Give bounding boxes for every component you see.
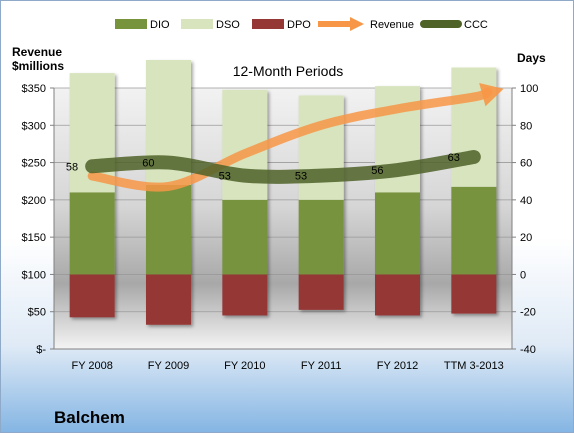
company-name: Balchem [54, 408, 125, 427]
dio-bar [146, 184, 191, 275]
dso-bar [451, 67, 497, 187]
dio-bar [69, 192, 115, 275]
ccc-line [85, 149, 481, 184]
dio-bar [222, 199, 268, 275]
dpo-bar [146, 274, 191, 325]
dio-bar [451, 186, 497, 275]
left-axis-title-line2: $millions [12, 59, 64, 73]
legend-label: DPO [287, 19, 311, 31]
revenue-arrowhead [479, 83, 504, 107]
x-tick-label: FY 2012 [377, 360, 418, 372]
left-tick-label: $50 [28, 307, 46, 319]
ccc-data-label: 53 [295, 171, 307, 183]
dpo-bar [222, 274, 268, 316]
right-tick-label: 80 [520, 120, 532, 132]
right-tick-label: 100 [520, 83, 538, 95]
x-tick-label: FY 2008 [71, 360, 112, 372]
right-tick-label: -20 [520, 307, 536, 319]
legend-label: DIO [150, 19, 170, 31]
legend-swatch-dso [181, 19, 213, 29]
left-tick-label: $350 [22, 83, 46, 95]
revenue-line [87, 87, 493, 192]
legend-swatch-dpo [252, 19, 284, 29]
dio-bar [298, 199, 344, 275]
legend: DIO DSO DPO Revenue CCC [115, 17, 488, 31]
ccc-data-label: 63 [448, 152, 460, 164]
legend-label: DSO [216, 19, 240, 31]
dpo-bar [375, 274, 420, 316]
x-tick-label: TTM 3-2013 [444, 360, 504, 372]
left-tick-label: $250 [22, 158, 46, 170]
dpo-bar [451, 274, 497, 314]
left-tick-label: $300 [22, 120, 46, 132]
right-axis-title: Days [517, 51, 546, 65]
left-tick-label: $- [36, 344, 46, 356]
dso-bar [298, 95, 344, 200]
x-tick-label: FY 2011 [301, 360, 342, 372]
dpo-bar [298, 274, 344, 310]
right-tick-label: 20 [520, 232, 532, 244]
legend-arrowhead [350, 17, 364, 31]
ccc-data-label: 56 [371, 165, 383, 177]
left-axis-title-line1: Revenue [12, 45, 62, 59]
right-tick-label: 0 [520, 269, 526, 281]
left-tick-label: $200 [22, 195, 46, 207]
left-tick-label: $100 [22, 269, 46, 281]
left-tick-label: $150 [22, 232, 46, 244]
right-tick-label: -40 [520, 344, 536, 356]
ccc-data-label: 58 [66, 161, 78, 173]
right-tick-label: 60 [520, 158, 532, 170]
plot-background [54, 88, 512, 349]
x-tick-label: FY 2010 [224, 360, 265, 372]
right-tick-label: 40 [520, 195, 532, 207]
legend-swatch-dio [115, 19, 147, 29]
plot-area: $- $50 $100 $150 $200 $250 $300 $350 -40 -20 0 20 40… [22, 60, 538, 372]
x-tick-label: FY 2009 [148, 360, 189, 372]
legend-label: CCC [464, 19, 488, 31]
chart-title: 12-Month Periods [233, 63, 344, 79]
ccc-data-label: 60 [142, 158, 154, 170]
dio-bar [375, 192, 420, 275]
dpo-bar [69, 274, 115, 318]
ccc-data-label: 53 [219, 171, 231, 183]
legend-label: Revenue [370, 19, 414, 31]
